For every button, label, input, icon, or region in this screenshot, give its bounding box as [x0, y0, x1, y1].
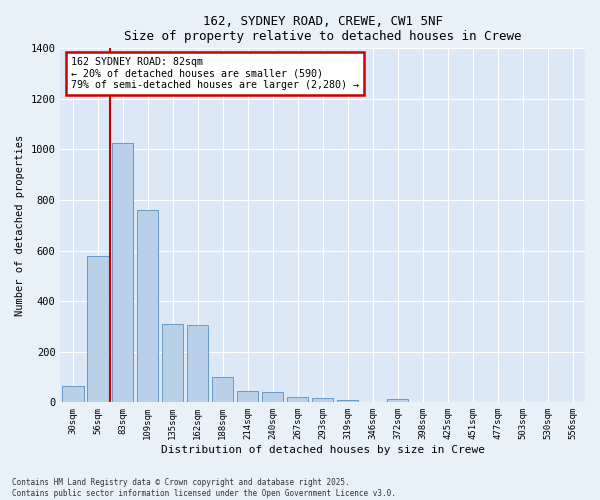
Title: 162, SYDNEY ROAD, CREWE, CW1 5NF
Size of property relative to detached houses in: 162, SYDNEY ROAD, CREWE, CW1 5NF Size of… — [124, 15, 521, 43]
Bar — [287, 398, 308, 402]
Bar — [212, 377, 233, 402]
Text: Contains HM Land Registry data © Crown copyright and database right 2025.
Contai: Contains HM Land Registry data © Crown c… — [12, 478, 396, 498]
Bar — [262, 392, 283, 402]
Bar — [187, 325, 208, 402]
Bar — [387, 400, 408, 402]
Bar — [337, 400, 358, 402]
Y-axis label: Number of detached properties: Number of detached properties — [15, 134, 25, 316]
Bar — [162, 324, 184, 402]
Bar — [62, 386, 83, 402]
X-axis label: Distribution of detached houses by size in Crewe: Distribution of detached houses by size … — [161, 445, 485, 455]
Bar — [112, 143, 133, 403]
Text: 162 SYDNEY ROAD: 82sqm
← 20% of detached houses are smaller (590)
79% of semi-de: 162 SYDNEY ROAD: 82sqm ← 20% of detached… — [71, 57, 359, 90]
Bar — [237, 391, 259, 402]
Bar — [312, 398, 334, 402]
Bar — [137, 210, 158, 402]
Bar — [87, 256, 109, 402]
